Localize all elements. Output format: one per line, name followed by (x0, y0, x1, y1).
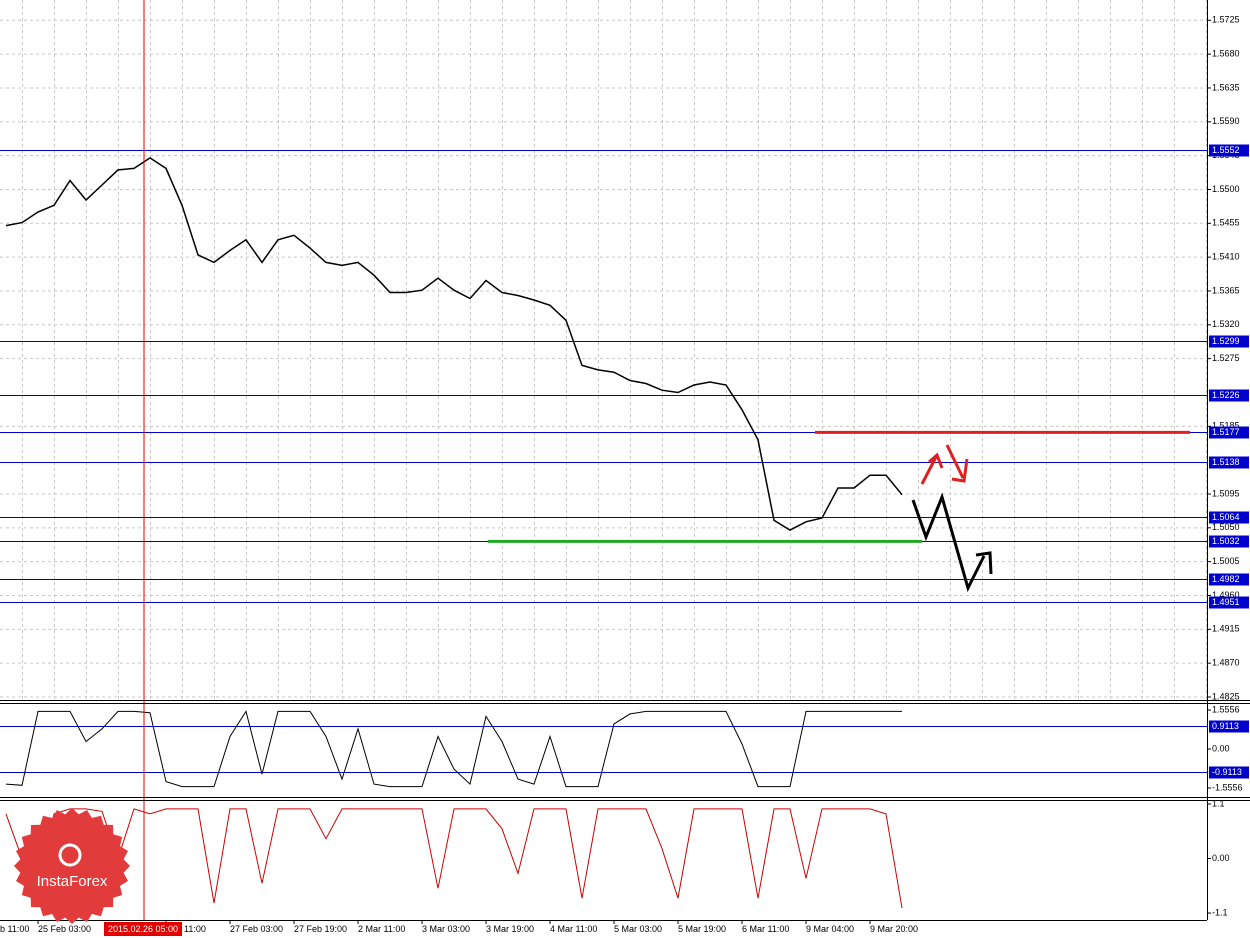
level-label: 1.5138 (1212, 457, 1240, 467)
y-tick-label: 0.00 (1212, 853, 1230, 863)
logo-icon (58, 843, 82, 867)
x-tick-label: 27 Feb 19:00 (294, 924, 347, 934)
y-tick-label: 1.5185 (1212, 421, 1240, 431)
y-tick-label: 0.00 (1212, 743, 1230, 753)
level-label: 1.5064 (1212, 512, 1240, 522)
y-tick-label: 1.5365 (1212, 285, 1240, 295)
series-line (5, 157, 903, 531)
level-label: 1.5032 (1212, 536, 1240, 546)
x-tick-label: 6 Mar 11:00 (742, 924, 789, 934)
y-tick-label: 1.4960 (1212, 590, 1240, 600)
forecast-arrow-red (945, 444, 965, 479)
level-label-box (1209, 511, 1249, 524)
level-label: 1.5177 (1212, 427, 1240, 437)
y-tick-label: 1.5590 (1212, 116, 1240, 126)
level-label-box (1209, 426, 1249, 439)
y-tick-label: 1.5725 (1212, 15, 1240, 25)
level-label-box (1209, 573, 1249, 586)
level-label: 1.4982 (1212, 574, 1240, 584)
y-tick-label: 1.4915 (1212, 624, 1240, 634)
level-label: 0.9113 (1212, 721, 1239, 731)
x-tick-label: 5 Mar 03:00 (614, 924, 662, 934)
y-tick-label: 1.5635 (1212, 82, 1240, 92)
x-tick-label: 3 Mar 19:00 (486, 924, 534, 934)
x-edge-label: b 11:00 (0, 924, 29, 934)
y-tick-label: 1.5556 (1212, 704, 1240, 714)
y-tick-label: 1.5005 (1212, 556, 1240, 566)
y-tick-label: 1.5500 (1212, 184, 1240, 194)
x-tick-label: 3 Mar 03:00 (422, 924, 470, 934)
series-line (5, 808, 903, 909)
forecast-arrowhead (975, 551, 993, 575)
level-label: 1.4951 (1212, 597, 1240, 607)
x-tick-label: 4 Mar 11:00 (550, 924, 597, 934)
level-label-box (1209, 766, 1249, 779)
series-line (5, 710, 902, 788)
level-label: 1.5552 (1212, 145, 1240, 155)
x-tick-label: Feb 11:00 (166, 924, 206, 934)
logo-text: InstaForex (37, 873, 108, 890)
level-label: 1.5299 (1212, 336, 1240, 346)
x-tick-label: 27 Feb 03:00 (230, 924, 283, 934)
level-label-box (1209, 456, 1249, 469)
plot: 1.57251.56801.56351.55901.55451.55001.54… (0, 15, 1249, 934)
y-tick-label: 1.4825 (1212, 691, 1240, 701)
vertical-grid (0, 0, 1207, 700)
cursor-date-box (104, 922, 182, 936)
y-tick-label: 1.5320 (1212, 319, 1240, 329)
y-tick-label: -1.5556 (1212, 782, 1243, 792)
forecast-arrow (911, 492, 986, 593)
level-label-box (1209, 535, 1249, 548)
level-label: -0.9113 (1212, 767, 1242, 777)
level-label-box (1209, 596, 1249, 609)
forecast-arrowhead-red (951, 458, 969, 483)
y-tick-label: 1.1 (1212, 798, 1225, 808)
y-tick-label: 1.5455 (1212, 218, 1240, 228)
level-label: 1.5226 (1212, 390, 1240, 400)
y-tick-label: 1.5410 (1212, 252, 1240, 262)
forecast-arrow-red (920, 456, 938, 485)
y-tick-label: -1.1 (1212, 907, 1228, 917)
y-tick-label: 1.5275 (1212, 353, 1240, 363)
forecast-arrowhead-red (928, 452, 944, 469)
y-tick-label: 1.5680 (1212, 49, 1240, 59)
level-label-box (1209, 720, 1249, 733)
level-label-box (1209, 144, 1249, 157)
x-tick-label: 9 Mar 20:00 (870, 924, 918, 934)
y-tick-label: 1.5050 (1212, 522, 1240, 532)
x-tick-label: 2 Mar 11:00 (358, 924, 405, 934)
logo: InstaForex (14, 808, 130, 924)
cursor-date: 2015.02.26 05:00 (108, 924, 178, 934)
y-tick-label: 1.5095 (1212, 488, 1240, 498)
x-tick-label: 25 Feb 03:00 (38, 924, 91, 934)
level-label-box (1209, 335, 1249, 348)
level-label-box (1209, 389, 1249, 402)
x-tick-label: 9 Mar 04:00 (806, 924, 854, 934)
x-tick-label: 5 Mar 19:00 (678, 924, 726, 934)
y-tick-label: 1.4870 (1212, 658, 1240, 668)
